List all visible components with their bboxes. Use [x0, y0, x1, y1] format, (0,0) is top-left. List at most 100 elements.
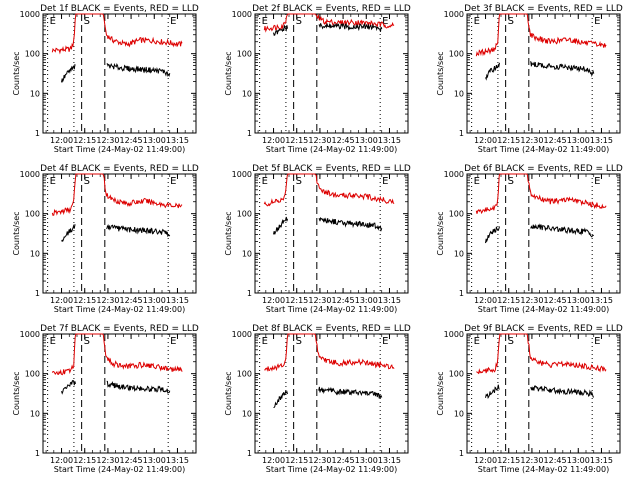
events-series-line	[485, 384, 500, 400]
x-axis-label: Start Time (24-May-02 11:49:00)	[478, 145, 609, 154]
x-tick-label: 12:15	[73, 296, 96, 305]
lld-series-line	[51, 333, 183, 376]
x-tick-label: 12:30	[96, 296, 119, 305]
x-tick-label: 13:15	[590, 136, 613, 145]
plot-frame	[42, 13, 197, 134]
x-axis-label: Start Time (24-May-02 11:49:00)	[266, 305, 397, 314]
x-tick-label: 13:15	[166, 296, 189, 305]
x-tick-label: 13:15	[590, 296, 613, 305]
y-tick-label: 1000	[20, 330, 40, 339]
x-tick-label: 12:45	[544, 136, 567, 145]
marker-label: E	[170, 336, 176, 347]
y-tick-label: 1	[247, 289, 252, 298]
y-tick-label: 10	[30, 409, 40, 418]
y-axis-label: Counts/sec	[224, 51, 233, 95]
y-tick-label: 10	[242, 409, 252, 418]
y-tick-label: 100	[25, 50, 40, 59]
marker-label: E	[50, 16, 56, 27]
x-tick-label: 12:15	[497, 296, 520, 305]
y-tick-label: 1000	[232, 10, 252, 19]
y-tick-label: 1	[35, 129, 40, 138]
y-tick-label: 10	[242, 89, 252, 98]
events-series-line	[273, 24, 288, 37]
x-tick-label: 12:00	[50, 136, 73, 145]
x-tick-label: 12:45	[120, 456, 143, 465]
x-tick-label: 12:45	[332, 296, 355, 305]
x-axis-label: Start Time (24-May-02 11:49:00)	[266, 145, 397, 154]
x-axis-label: Start Time (24-May-02 11:49:00)	[54, 145, 185, 154]
lld-series-line	[51, 13, 183, 55]
events-series-line	[106, 380, 171, 394]
x-axis-label: Start Time (24-May-02 11:49:00)	[54, 305, 185, 314]
plot-panel: Det 2f BLACK = Events, RED = LLD 1 10 100 10…	[224, 4, 411, 154]
x-axis-label: Start Time (24-May-02 11:49:00)	[478, 465, 609, 474]
y-tick-label: 10	[30, 249, 40, 258]
marker-label: E	[594, 16, 600, 27]
x-tick-label: 12:45	[544, 296, 567, 305]
x-tick-label: 13:15	[378, 136, 401, 145]
y-tick-label: 1	[35, 449, 40, 458]
plot-panel: Det 7f BLACK = Events, RED = LLD 1 10 100 10…	[12, 324, 199, 474]
marker-label: S	[84, 16, 90, 27]
y-tick-label: 1	[247, 129, 252, 138]
events-series-line	[106, 223, 171, 238]
x-tick-label: 13:00	[567, 456, 590, 465]
marker-label: S	[508, 16, 514, 27]
marker-label: E	[382, 336, 388, 347]
plot-panel: Det 5f BLACK = Events, RED = LLD 1 10 100 10…	[224, 164, 411, 314]
y-tick-label: 10	[454, 89, 464, 98]
plot-panel: Det 9f BLACK = Events, RED = LLD 1 10 100 10…	[436, 324, 623, 474]
x-tick-label: 12:45	[332, 136, 355, 145]
x-tick-label: 12:00	[262, 136, 285, 145]
events-series-line	[273, 216, 288, 235]
y-tick-label: 1000	[20, 10, 40, 19]
x-tick-label: 13:00	[567, 296, 590, 305]
x-tick-label: 13:00	[355, 296, 378, 305]
marker-label: E	[474, 176, 480, 187]
x-tick-label: 12:00	[262, 296, 285, 305]
marker-label: E	[50, 336, 56, 347]
y-tick-label: 1000	[232, 170, 252, 179]
x-tick-label: 13:15	[166, 136, 189, 145]
events-series-line	[530, 223, 594, 238]
x-tick-label: 12:30	[96, 456, 119, 465]
y-tick-label: 100	[449, 50, 464, 59]
x-tick-label: 13:00	[355, 456, 378, 465]
x-tick-label: 12:45	[120, 296, 143, 305]
lld-series-line	[263, 13, 395, 33]
x-tick-label: 12:45	[120, 136, 143, 145]
lld-series-line	[264, 333, 395, 372]
plot-panel: Det 1f BLACK = Events, RED = LLD 1 10 100 10…	[12, 4, 199, 154]
y-tick-label: 100	[237, 370, 252, 379]
y-tick-label: 10	[30, 89, 40, 98]
plot-frame	[466, 173, 621, 294]
x-tick-label: 12:30	[520, 456, 543, 465]
marker-label: E	[474, 336, 480, 347]
marker-label: E	[262, 176, 268, 187]
x-tick-label: 12:15	[285, 296, 308, 305]
plot-frame	[42, 333, 197, 454]
marker-label: E	[170, 16, 176, 27]
x-tick-label: 12:15	[497, 136, 520, 145]
panel-title: Det 8f BLACK = Events, RED = LLD	[252, 324, 411, 334]
x-tick-label: 12:00	[50, 296, 73, 305]
y-tick-label: 1	[35, 289, 40, 298]
x-tick-label: 12:30	[96, 136, 119, 145]
events-series-line	[318, 386, 383, 399]
panel-title: Det 7f BLACK = Events, RED = LLD	[40, 324, 199, 334]
x-axis-label: Start Time (24-May-02 11:49:00)	[266, 465, 397, 474]
events-series-line	[485, 62, 500, 81]
marker-label: E	[594, 176, 600, 187]
x-tick-label: 13:15	[378, 296, 401, 305]
x-axis-label: Start Time (24-May-02 11:49:00)	[54, 465, 185, 474]
y-tick-label: 1	[459, 449, 464, 458]
x-tick-label: 12:30	[308, 296, 331, 305]
y-axis-label: Counts/sec	[12, 371, 21, 415]
marker-label: S	[296, 16, 302, 27]
x-tick-label: 12:15	[73, 456, 96, 465]
events-series-line	[318, 22, 383, 32]
y-tick-label: 100	[449, 370, 464, 379]
y-tick-label: 10	[454, 409, 464, 418]
marker-label: E	[382, 16, 388, 27]
